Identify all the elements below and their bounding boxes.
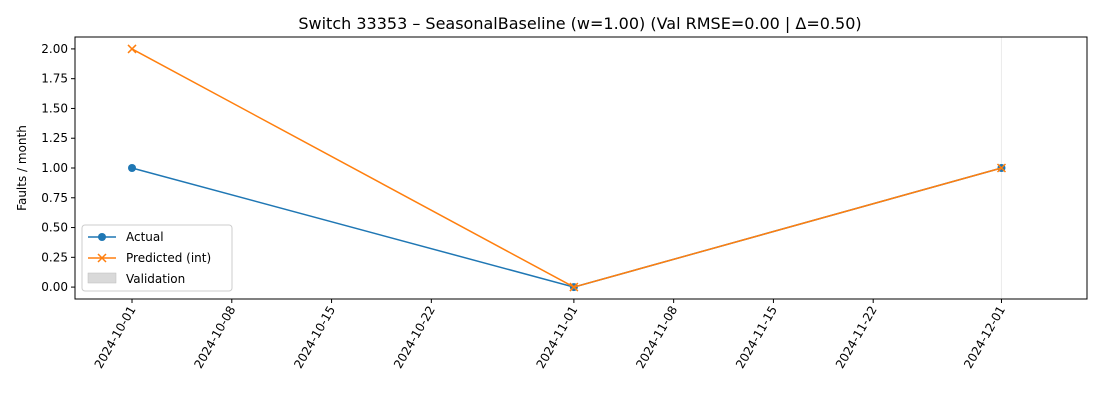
legend-label-validation: Validation (126, 272, 185, 286)
chart-title: Switch 33353 – SeasonalBaseline (w=1.00)… (298, 14, 861, 33)
x-tick-label: 2024-11-15 (733, 304, 780, 371)
x-tick-label: 2024-12-01 (961, 304, 1008, 371)
legend-box (81, 224, 233, 292)
legend-label-predicted: Predicted (int) (126, 251, 211, 265)
legend-swatch-validation (87, 272, 117, 284)
legend-item-validation: Validation (87, 272, 185, 286)
x-axis: 2024-10-01 2024-10-08 2024-10-15 2024-10-22… (92, 299, 1008, 371)
y-axis: 0.00 0.25 0.50 0.75 1.00 1.25 1.50 1.75 2.00 (41, 42, 75, 294)
series-0 (128, 164, 1006, 292)
y-tick-label: 1.75 (41, 72, 68, 86)
y-tick-label: 0.75 (41, 191, 68, 205)
x-tick-label: 2024-10-22 (391, 304, 438, 371)
data-point (569, 282, 579, 292)
data-point (128, 164, 137, 172)
series-1 (127, 44, 1007, 292)
legend-marker-predicted (97, 253, 107, 263)
data-point (127, 44, 137, 54)
x-tick-label: 2024-10-01 (92, 304, 139, 371)
legend-marker-actual (98, 233, 106, 241)
legend-label-actual: Actual (126, 230, 164, 244)
x-tick-label: 2024-10-08 (191, 304, 238, 371)
series-line (131, 167, 1002, 288)
legend-item-predicted: Predicted (int) (88, 251, 211, 265)
y-tick-label: 1.25 (41, 131, 68, 145)
x-tick-label: 2024-10-15 (291, 304, 338, 371)
y-axis-label: Faults / month (15, 125, 29, 211)
series-line (131, 48, 1002, 288)
series-layer (127, 44, 1007, 292)
x-tick-label: 2024-11-01 (533, 304, 580, 371)
y-tick-label: 1.00 (41, 161, 68, 175)
legend-item-actual: Actual (88, 230, 164, 244)
x-tick-label: 2024-11-08 (633, 304, 680, 371)
legend: Actual Predicted (int) Validation (81, 224, 233, 292)
y-tick-label: 2.00 (41, 42, 68, 56)
data-point (996, 163, 1007, 173)
y-tick-label: 0.00 (41, 280, 68, 294)
y-tick-label: 0.25 (41, 250, 68, 264)
y-tick-label: 0.50 (41, 221, 68, 235)
x-tick-label: 2024-11-22 (833, 304, 880, 371)
y-tick-label: 1.50 (41, 101, 68, 115)
